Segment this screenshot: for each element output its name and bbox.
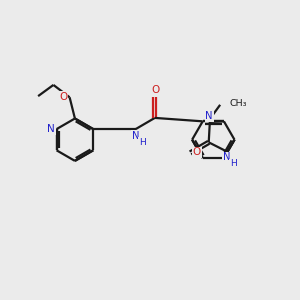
Text: N: N: [47, 124, 55, 134]
Text: O: O: [151, 85, 159, 95]
Text: O: O: [193, 147, 201, 158]
Text: N: N: [132, 130, 140, 141]
Text: O: O: [59, 92, 67, 102]
Text: O: O: [59, 92, 67, 102]
Text: CH₃: CH₃: [230, 99, 247, 108]
Text: N: N: [132, 130, 140, 141]
Text: O: O: [193, 147, 201, 158]
Text: H: H: [230, 160, 237, 169]
Text: N: N: [47, 124, 55, 134]
Text: H: H: [139, 138, 146, 147]
Text: N: N: [223, 152, 230, 163]
Text: N: N: [206, 111, 213, 121]
Text: H: H: [230, 160, 237, 169]
Text: N: N: [206, 111, 213, 121]
Text: N: N: [223, 152, 230, 163]
Text: O: O: [151, 85, 159, 95]
Text: H: H: [139, 138, 146, 147]
